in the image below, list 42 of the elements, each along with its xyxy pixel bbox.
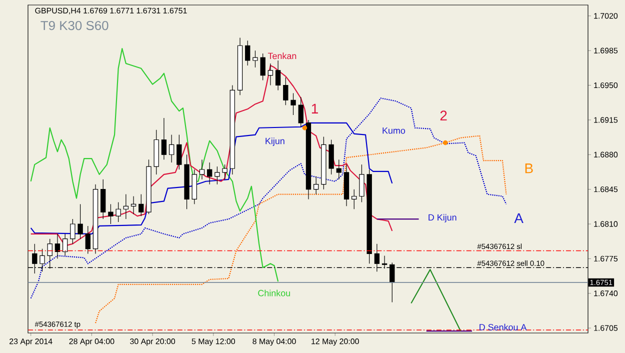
candlestick: [168, 134, 174, 163]
annotation: Tenkan: [268, 52, 296, 60]
candlestick: [268, 63, 274, 86]
candlestick: [222, 164, 228, 180]
candlestick: [214, 166, 220, 185]
candlestick: [260, 53, 266, 81]
candlestick: [176, 134, 182, 170]
candlestick: [199, 159, 205, 180]
annotation: T9 K30 S60: [40, 20, 108, 30]
candlestick: [85, 226, 90, 254]
candlestick: [116, 202, 121, 222]
annotation: D Senkou A: [480, 324, 527, 330]
candlestick: [275, 60, 281, 91]
candlestick: [359, 164, 364, 202]
annotation: Chinkou: [258, 290, 290, 296]
annotation: Kijun: [266, 138, 284, 146]
annotation: 2: [440, 110, 447, 120]
candlestick: [108, 204, 114, 224]
candlestick: [70, 218, 76, 244]
candlestick: [138, 194, 144, 216]
annotation: D Kijun: [428, 214, 456, 222]
candlestick: [352, 189, 357, 210]
annotation: B: [525, 164, 533, 174]
candlestick: [328, 139, 334, 175]
candlestick: [161, 118, 167, 160]
candlestick: [62, 234, 68, 256]
candlestick: [290, 92, 296, 116]
annotation: 1: [312, 104, 318, 114]
candlestick: [130, 196, 136, 214]
candlestick: [54, 234, 60, 259]
candlestick: [78, 204, 83, 240]
candlestick: [252, 50, 258, 68]
candlestick: [100, 179, 106, 220]
candlestick: [283, 77, 288, 106]
candlestick: [123, 194, 129, 220]
candlestick: [298, 96, 304, 128]
annotation: A: [514, 213, 524, 223]
candlestick: [314, 176, 319, 195]
annotation: Kumo: [382, 127, 406, 134]
candlestick: [245, 40, 250, 66]
candlestick: [207, 162, 212, 185]
candlestick: [336, 159, 342, 180]
